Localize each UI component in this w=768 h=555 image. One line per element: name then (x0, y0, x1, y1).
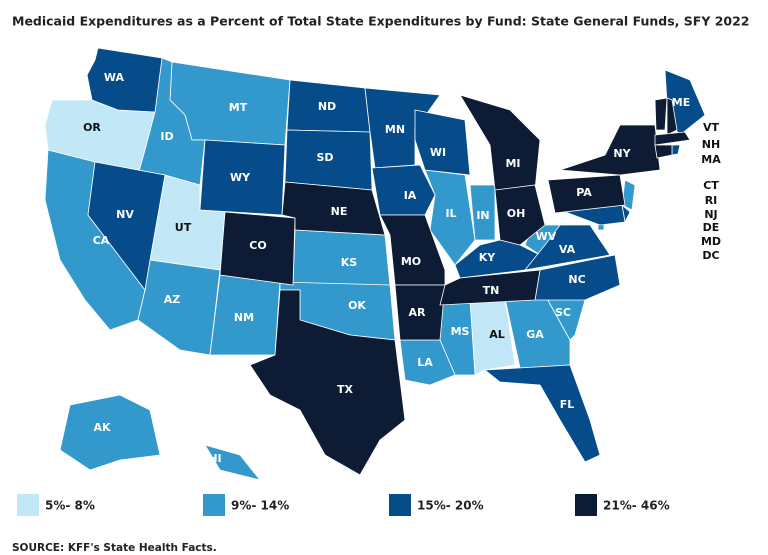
state-label: CT (703, 179, 719, 192)
state-label: UT (175, 221, 192, 234)
legend-label: 9%- 14% (231, 499, 289, 513)
state-label: ND (318, 100, 336, 113)
state-label: LA (417, 356, 433, 369)
state-label: OH (507, 207, 526, 220)
state-label: WV (536, 230, 557, 243)
legend-swatch (389, 494, 411, 516)
state-label: AR (409, 306, 427, 319)
state (204, 444, 262, 481)
state (394, 284, 446, 341)
legend-label: 21%- 46% (603, 499, 670, 513)
state (87, 161, 166, 291)
state-label: GA (526, 328, 544, 341)
state-label: MI (505, 157, 520, 170)
state-label: SD (316, 151, 333, 164)
state (59, 394, 161, 471)
state (524, 224, 611, 271)
state (219, 211, 296, 286)
state-label: DC (702, 249, 719, 262)
state-label: MT (229, 101, 248, 114)
state-label: IA (404, 189, 417, 202)
state-label: NV (116, 208, 134, 221)
state-label: WA (104, 71, 125, 84)
state-label: NM (234, 311, 254, 324)
state-label: VT (703, 121, 720, 134)
state (371, 164, 436, 216)
legend: 5%- 8% 9%- 14% 15%- 20% 21%- 46% (17, 494, 670, 516)
state-label: KY (479, 251, 497, 264)
state-label: TX (337, 383, 354, 396)
state-label: TN (483, 284, 500, 297)
state-label: AL (489, 328, 505, 341)
state-labels: OR UT AL MT ID CA AZ NM KS OK IL IN MS LA GA SC WV NJ DC AK… (83, 71, 721, 465)
state-label: MA (701, 153, 721, 166)
state-label: OK (348, 299, 366, 312)
state-label: KS (341, 256, 358, 269)
state-label: PA (576, 186, 592, 199)
state (137, 57, 206, 186)
state (654, 144, 673, 159)
legend-swatch (203, 494, 225, 516)
state-label: MN (385, 123, 405, 136)
state-label: IN (476, 209, 489, 222)
state-label: CO (249, 239, 266, 252)
state-label: MS (451, 325, 470, 338)
legend-label: 15%- 20% (417, 499, 484, 513)
state (137, 259, 221, 356)
legend-label: 5%- 8% (45, 499, 95, 513)
state-label: AK (93, 421, 111, 434)
map-title: Medicaid Expenditures as a Percent of To… (12, 14, 750, 29)
state-label: FL (560, 398, 575, 411)
state (654, 97, 668, 131)
legend-swatch (17, 494, 39, 516)
state-label: AZ (164, 293, 181, 306)
state-label: DE (703, 221, 720, 234)
state-label: NC (568, 273, 585, 286)
state (654, 131, 691, 146)
state-label: ME (672, 96, 690, 109)
state (414, 109, 471, 176)
state-label: OR (83, 121, 101, 134)
state (547, 174, 626, 214)
states (44, 47, 706, 481)
state-label: MO (401, 255, 421, 268)
state (281, 181, 386, 236)
state (666, 97, 678, 136)
state-label: NY (613, 147, 631, 160)
state (671, 144, 681, 156)
legend-swatch (575, 494, 597, 516)
state (469, 184, 496, 241)
state-label: WY (230, 171, 251, 184)
state (483, 364, 601, 463)
state (249, 289, 406, 476)
state-label: CA (93, 234, 110, 247)
state-label: ID (160, 130, 173, 143)
state-label: VA (559, 243, 576, 256)
state-label: NJ (704, 208, 717, 221)
state (559, 124, 661, 176)
state-label: MD (701, 235, 721, 248)
state-label: WI (430, 146, 446, 159)
source: SOURCE: KFF's State Health Facts. (12, 542, 217, 554)
state (86, 47, 163, 113)
state-label: SC (555, 306, 571, 319)
state-label: RI (705, 194, 718, 207)
state (439, 269, 541, 306)
state (459, 94, 541, 191)
state-label: IL (445, 207, 456, 220)
state-label: NE (331, 205, 348, 218)
state-label: HI (208, 452, 221, 465)
state (494, 184, 546, 246)
state-label: NH (702, 138, 720, 151)
